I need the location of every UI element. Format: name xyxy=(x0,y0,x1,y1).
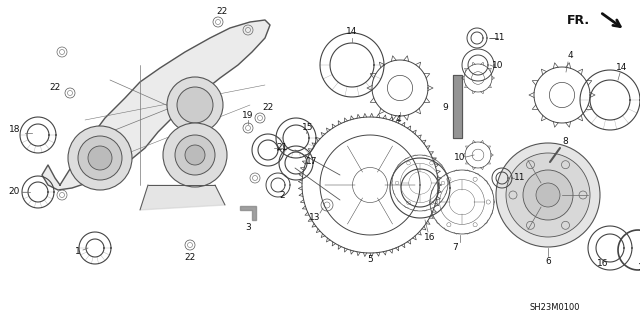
Polygon shape xyxy=(240,206,256,220)
Circle shape xyxy=(523,170,573,220)
Text: 3: 3 xyxy=(245,224,251,233)
Circle shape xyxy=(68,126,132,190)
Text: 17: 17 xyxy=(307,158,317,167)
Text: 22: 22 xyxy=(49,84,61,93)
Text: FR.: FR. xyxy=(567,13,590,26)
Text: 13: 13 xyxy=(309,213,321,222)
Text: 14: 14 xyxy=(346,27,358,36)
Text: 10: 10 xyxy=(454,153,466,162)
Text: 22: 22 xyxy=(216,8,228,17)
Text: 11: 11 xyxy=(515,174,525,182)
Circle shape xyxy=(536,183,560,207)
Text: 22: 22 xyxy=(262,103,274,113)
Text: 14: 14 xyxy=(616,63,628,72)
Text: 19: 19 xyxy=(243,110,253,120)
Text: 2: 2 xyxy=(279,191,285,201)
Text: 22: 22 xyxy=(184,254,196,263)
Text: 10: 10 xyxy=(492,61,504,70)
Polygon shape xyxy=(453,75,462,138)
Text: 9: 9 xyxy=(442,103,448,113)
Text: 21: 21 xyxy=(276,144,288,152)
Polygon shape xyxy=(140,185,225,210)
Text: 5: 5 xyxy=(367,256,373,264)
Circle shape xyxy=(185,145,205,165)
Circle shape xyxy=(78,136,122,180)
Circle shape xyxy=(88,146,112,170)
Text: 1: 1 xyxy=(75,248,81,256)
Text: 11: 11 xyxy=(494,33,506,42)
Text: SH23M0100: SH23M0100 xyxy=(530,303,580,313)
Text: 7: 7 xyxy=(452,243,458,253)
Text: 15: 15 xyxy=(302,123,314,132)
Circle shape xyxy=(177,87,213,123)
Circle shape xyxy=(506,153,590,237)
Polygon shape xyxy=(42,20,270,190)
Text: 6: 6 xyxy=(545,257,551,266)
Circle shape xyxy=(167,77,223,133)
Circle shape xyxy=(175,135,215,175)
Text: 4: 4 xyxy=(567,50,573,60)
Circle shape xyxy=(163,123,227,187)
Text: 20: 20 xyxy=(8,188,20,197)
Text: 4: 4 xyxy=(395,115,401,124)
Text: 16: 16 xyxy=(424,234,436,242)
Text: 18: 18 xyxy=(9,125,20,135)
Text: 8: 8 xyxy=(562,137,568,146)
Text: 16: 16 xyxy=(597,259,609,269)
Text: 12: 12 xyxy=(638,263,640,272)
Circle shape xyxy=(496,143,600,247)
